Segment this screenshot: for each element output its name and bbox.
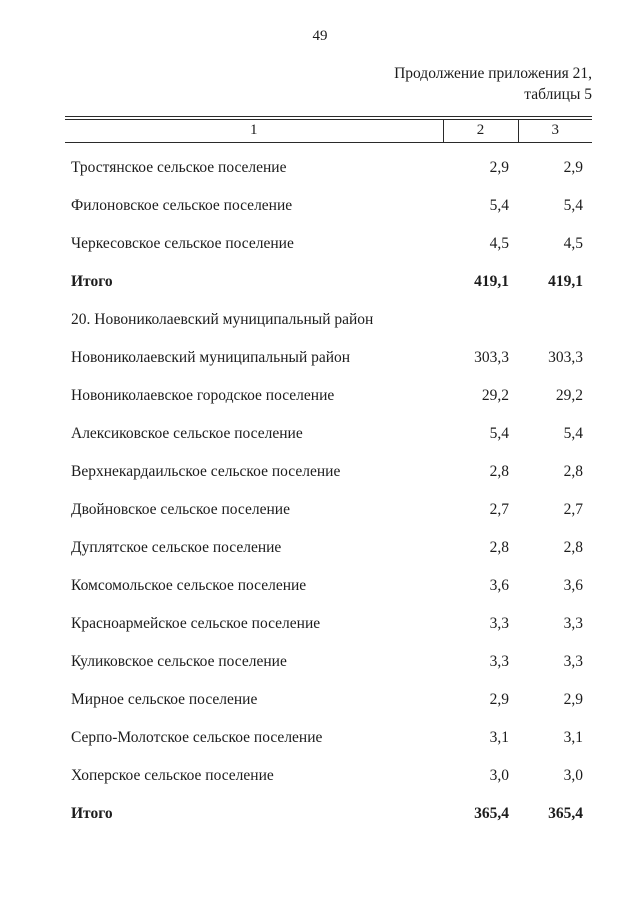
row-label: Комсомольское сельское поселение [71, 577, 307, 594]
row-label: 20. Новониколаевский муниципальный район [71, 311, 374, 328]
page-number: 49 [312, 28, 328, 44]
table-row: Верхнекардаильское сельское поселение 2,8… [65, 453, 592, 491]
row-value-col3: 303,3 [548, 349, 583, 366]
row-label: Итого [71, 273, 113, 290]
row-label: Мирное сельское поселение [71, 691, 258, 708]
column-header-2: 2 [442, 116, 518, 143]
table-row: Филоновское сельское поселение 5,4 5,4 [65, 187, 592, 225]
row-label: Двойновское сельское поселение [71, 501, 290, 518]
row-value-col3 [518, 301, 592, 339]
table-row: Итого 365,4 365,4 [65, 795, 592, 833]
row-value-col3: 5,4 [563, 197, 583, 214]
row-value-col3: 2,7 [563, 501, 583, 518]
row-value-col2: 2,7 [489, 501, 509, 518]
row-label: Хоперское сельское поселение [71, 767, 274, 784]
row-label: Новониколаевское городское поселение [71, 387, 335, 404]
row-value-col2: 29,2 [481, 387, 509, 404]
row-label: Алексиковское сельское поселение [71, 425, 303, 442]
row-value-col2: 365,4 [474, 805, 509, 822]
table-row: 20. Новониколаевский муниципальный район [65, 301, 592, 339]
row-value-col3: 4,5 [563, 235, 583, 252]
column-header-1: 1 [65, 116, 443, 143]
table-row: Двойновское сельское поселение 2,7 2,7 [65, 491, 592, 529]
row-label: Тростянское сельское поселение [71, 159, 287, 176]
table-row: Тростянское сельское поселение 2,9 2,9 [65, 143, 592, 188]
row-value-col2: 303,3 [474, 349, 509, 366]
column-header-3: 3 [517, 116, 592, 143]
row-value-col2 [443, 301, 518, 339]
row-value-col3: 5,4 [563, 425, 583, 442]
row-value-col3: 2,9 [563, 691, 583, 708]
row-value-col3: 3,3 [563, 653, 583, 670]
row-value-col3: 419,1 [548, 273, 583, 290]
row-value-col3: 365,4 [548, 805, 583, 822]
table-row: Комсомольское сельское поселение 3,6 3,6 [65, 567, 592, 605]
row-value-col2: 4,5 [489, 235, 509, 252]
row-value-col3: 3,3 [563, 615, 583, 632]
row-label: Серпо-Молотское сельское поселение [71, 729, 323, 746]
continuation-line-2: таблицы 5 [524, 86, 592, 103]
row-value-col3: 3,0 [563, 767, 583, 784]
table-body: Тростянское сельское поселение 2,9 2,9 Фило… [65, 143, 592, 834]
data-table: 1 2 3 Тростянское сельское поселение 2,9 2… [65, 116, 592, 833]
row-label: Верхнекардаильское сельское поселение [71, 463, 341, 480]
table-header-row: 1 2 3 [65, 116, 592, 143]
row-value-col2: 3,3 [489, 615, 509, 632]
row-value-col3: 2,8 [563, 539, 583, 556]
row-value-col3: 29,2 [555, 387, 583, 404]
row-label: Красноармейское сельское поселение [71, 615, 321, 632]
table-row: Хоперское сельское поселение 3,0 3,0 [65, 757, 592, 795]
row-value-col3: 3,1 [563, 729, 583, 746]
row-value-col2: 5,4 [489, 197, 509, 214]
row-value-col2: 2,8 [489, 539, 509, 556]
row-label: Куликовское сельское поселение [71, 653, 287, 670]
continuation-note: Продолжение приложения 21, таблицы 5 [394, 63, 592, 105]
table-row: Дуплятское сельское поселение 2,8 2,8 [65, 529, 592, 567]
row-value-col2: 3,3 [489, 653, 509, 670]
table-row: Черкесовское сельское поселение 4,5 4,5 [65, 225, 592, 263]
row-value-col2: 2,8 [489, 463, 509, 480]
table-row: Куликовское сельское поселение 3,3 3,3 [65, 643, 592, 681]
row-value-col3: 2,9 [563, 159, 583, 176]
table-row: Алексиковское сельское поселение 5,4 5,4 [65, 415, 592, 453]
table-row: Итого 419,1 419,1 [65, 263, 592, 301]
table-row: Новониколаевское городское поселение 29,2… [65, 377, 592, 415]
row-value-col2: 2,9 [489, 691, 509, 708]
row-value-col2: 3,6 [489, 577, 509, 594]
row-value-col3: 2,8 [563, 463, 583, 480]
row-value-col2: 5,4 [489, 425, 509, 442]
row-label: Итого [71, 805, 113, 822]
row-label: Новониколаевский муниципальный район [71, 349, 351, 366]
table-row: Мирное сельское поселение 2,9 2,9 [65, 681, 592, 719]
row-value-col2: 2,9 [489, 159, 509, 176]
row-label: Филоновское сельское поселение [71, 197, 293, 214]
table-row: Новониколаевский муниципальный район 303,… [65, 339, 592, 377]
continuation-line-1: Продолжение приложения 21, [394, 65, 592, 82]
row-value-col2: 3,0 [489, 767, 509, 784]
row-value-col2: 419,1 [474, 273, 509, 290]
row-value-col3: 3,6 [563, 577, 583, 594]
table-row: Красноармейское сельское поселение 3,3 3,3 [65, 605, 592, 643]
row-label: Черкесовское сельское поселение [71, 235, 294, 252]
row-label: Дуплятское сельское поселение [71, 539, 282, 556]
row-value-col2: 3,1 [489, 729, 509, 746]
table-row: Серпо-Молотское сельское поселение 3,1 3,1 [65, 719, 592, 757]
